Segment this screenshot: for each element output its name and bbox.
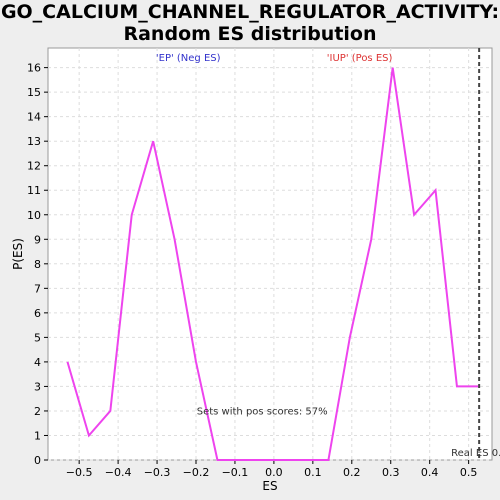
chart-title-line-2: Random ES distribution	[123, 23, 377, 45]
y-tick-label: 16	[27, 62, 41, 75]
x-axis-label: ES	[262, 479, 277, 493]
y-tick-label: 12	[27, 160, 41, 173]
y-tick-label: 5	[34, 331, 41, 344]
x-tick-label: 0.4	[421, 466, 439, 479]
grid-lines	[48, 48, 492, 461]
y-tick-label: 11	[27, 184, 41, 197]
x-tick-label: −0.5	[66, 466, 93, 479]
y-tick-label: 6	[34, 307, 41, 320]
x-tick-label: −0.2	[183, 466, 210, 479]
series-group	[66, 67, 479, 461]
y-tick-label: 3	[34, 380, 41, 393]
real-es-label: Real ES 0.53	[451, 448, 500, 459]
pos-es-label: 'IUP' (Pos ES)	[327, 53, 393, 64]
y-tick-label: 0	[34, 454, 41, 467]
plot-area	[47, 47, 493, 461]
y-tick-label: 10	[27, 209, 41, 222]
y-tick-label: 9	[34, 233, 41, 246]
x-tick-label: 0.1	[304, 466, 322, 479]
chart-title-line-1: GO_CALCIUM_CHANNEL_REGULATOR_ACTIVITY:	[0, 1, 500, 23]
x-axis-ticks: −0.5 −0.4 −0.3 −0.2 −0.1 0.0 0.1 0.2 0.3 0.4 0.5	[66, 460, 478, 479]
y-tick-label: 8	[34, 258, 41, 271]
y-tick-label: 15	[27, 86, 41, 99]
y-tick-label: 13	[27, 135, 41, 148]
y-tick-label: 7	[34, 282, 41, 295]
x-tick-label: −0.1	[222, 466, 249, 479]
x-tick-label: 0.0	[265, 466, 283, 479]
y-tick-label: 2	[34, 405, 41, 418]
x-tick-label: 0.3	[382, 466, 400, 479]
y-tick-label: 4	[34, 356, 41, 369]
y-tick-label: 14	[27, 111, 41, 124]
x-tick-label: −0.3	[144, 466, 171, 479]
y-axis-label: P(ES)	[11, 238, 25, 270]
x-tick-label: −0.4	[105, 466, 132, 479]
es-distribution-line	[66, 67, 479, 461]
x-tick-label: 0.2	[343, 466, 361, 479]
y-tick-label: 1	[34, 429, 41, 442]
neg-es-label: 'EP' (Neg ES)	[156, 53, 221, 64]
pos-scores-annotation: Sets with pos scores: 57%	[197, 407, 328, 418]
x-tick-label: 0.5	[460, 466, 478, 479]
